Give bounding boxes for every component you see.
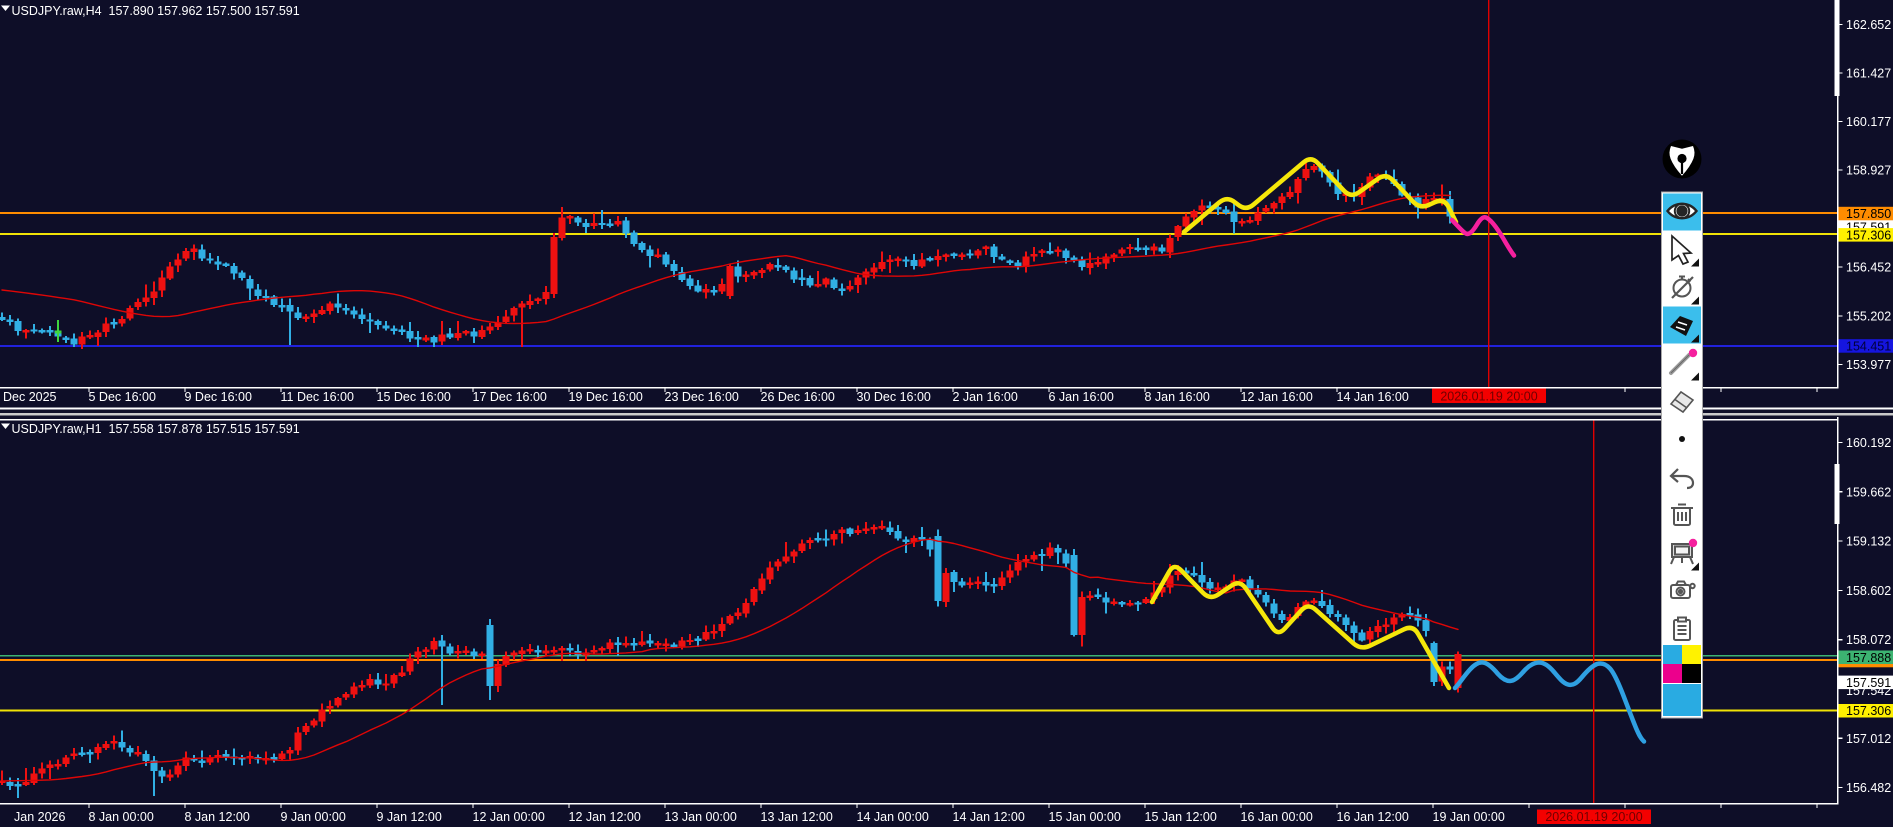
svg-text:160.192: 160.192 <box>1846 436 1891 450</box>
svg-text:30 Dec 16:00: 30 Dec 16:00 <box>857 390 931 404</box>
svg-text:162.652: 162.652 <box>1846 18 1891 32</box>
svg-text:5 Dec 16:00: 5 Dec 16:00 <box>89 390 156 404</box>
svg-text:156.482: 156.482 <box>1846 781 1891 795</box>
svg-text:157.306: 157.306 <box>1846 228 1891 242</box>
svg-text:158.072: 158.072 <box>1846 633 1891 647</box>
svg-text:8 Jan 00:00: 8 Jan 00:00 <box>89 810 154 824</box>
svg-text:15 Jan 00:00: 15 Jan 00:00 <box>1049 810 1121 824</box>
svg-text:2 Jan 16:00: 2 Jan 16:00 <box>953 390 1018 404</box>
svg-text:12 Jan 16:00: 12 Jan 16:00 <box>1241 390 1313 404</box>
svg-text:USDJPY.raw,H4 157.890 157.962: USDJPY.raw,H4 157.890 157.962 157.500 15… <box>12 4 300 18</box>
svg-text:9 Dec 16:00: 9 Dec 16:00 <box>185 390 252 404</box>
svg-text:15 Dec 16:00: 15 Dec 16:00 <box>377 390 451 404</box>
svg-text:26 Dec 16:00: 26 Dec 16:00 <box>761 390 835 404</box>
svg-text:16 Jan 00:00: 16 Jan 00:00 <box>1241 810 1313 824</box>
svg-text:155.202: 155.202 <box>1846 310 1891 324</box>
svg-text:157.888: 157.888 <box>1846 651 1891 665</box>
svg-text:16 Jan 12:00: 16 Jan 12:00 <box>1337 810 1409 824</box>
svg-text:161.427: 161.427 <box>1846 67 1891 81</box>
svg-text:8 Jan 12:00: 8 Jan 12:00 <box>185 810 250 824</box>
svg-text:23 Dec 16:00: 23 Dec 16:00 <box>665 390 739 404</box>
svg-text:158.927: 158.927 <box>1846 164 1891 178</box>
svg-text:11 Dec 16:00: 11 Dec 16:00 <box>281 390 354 404</box>
svg-text:17 Dec 16:00: 17 Dec 16:00 <box>473 390 547 404</box>
svg-text:14 Jan 12:00: 14 Jan 12:00 <box>953 810 1025 824</box>
svg-text:14 Jan 00:00: 14 Jan 00:00 <box>857 810 929 824</box>
svg-text:156.452: 156.452 <box>1846 261 1891 275</box>
svg-text:154.451: 154.451 <box>1846 340 1891 354</box>
svg-text:19 Jan 00:00: 19 Jan 00:00 <box>1433 810 1505 824</box>
svg-text:13 Jan 12:00: 13 Jan 12:00 <box>761 810 833 824</box>
svg-text:13 Jan 00:00: 13 Jan 00:00 <box>665 810 737 824</box>
svg-text:157.012: 157.012 <box>1846 732 1891 746</box>
svg-text:USDJPY.raw,H1 157.558 157.878: USDJPY.raw,H1 157.558 157.878 157.515 15… <box>12 422 300 436</box>
svg-text:159.662: 159.662 <box>1846 485 1891 499</box>
svg-text:Dec 2025: Dec 2025 <box>3 390 57 404</box>
svg-text:15 Jan 12:00: 15 Jan 12:00 <box>1145 810 1217 824</box>
svg-text:157.591: 157.591 <box>1846 676 1891 690</box>
svg-text:19 Dec 16:00: 19 Dec 16:00 <box>569 390 643 404</box>
svg-text:9 Jan 00:00: 9 Jan 00:00 <box>281 810 346 824</box>
svg-text:12 Jan 00:00: 12 Jan 00:00 <box>473 810 545 824</box>
svg-text:160.177: 160.177 <box>1846 115 1891 129</box>
svg-text:8 Jan 16:00: 8 Jan 16:00 <box>1145 390 1210 404</box>
svg-text:6 Jan 16:00: 6 Jan 16:00 <box>1049 390 1114 404</box>
svg-text:12 Jan 12:00: 12 Jan 12:00 <box>569 810 641 824</box>
svg-text:2026.01.19 20:00: 2026.01.19 20:00 <box>1545 810 1642 824</box>
svg-text:157.306: 157.306 <box>1846 704 1891 718</box>
svg-text:157.850: 157.850 <box>1846 207 1891 221</box>
svg-text:14 Jan 16:00: 14 Jan 16:00 <box>1337 390 1409 404</box>
svg-text:159.132: 159.132 <box>1846 535 1891 549</box>
svg-text:153.977: 153.977 <box>1846 358 1891 372</box>
svg-text:2026.01.19 20:00: 2026.01.19 20:00 <box>1440 390 1537 404</box>
svg-text:Jan 2026: Jan 2026 <box>14 810 65 824</box>
svg-text:158.602: 158.602 <box>1846 584 1891 598</box>
svg-text:9 Jan 12:00: 9 Jan 12:00 <box>377 810 442 824</box>
